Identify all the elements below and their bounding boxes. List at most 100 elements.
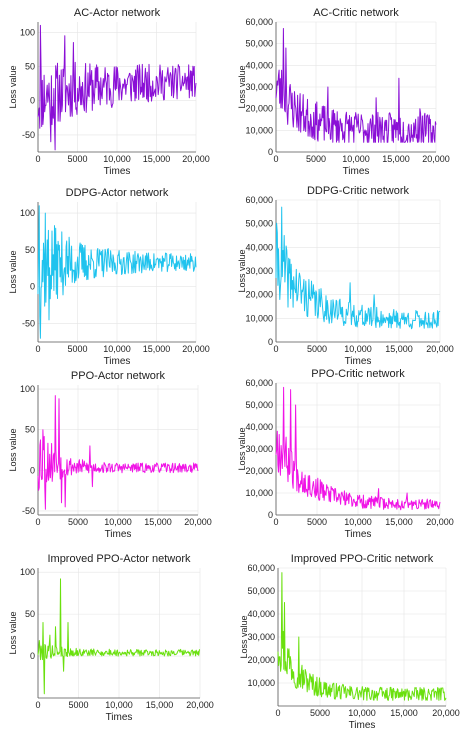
chart-1: 0 5000 10,000 15,000 20,000 -50 0 50 100 AC-Actor…: [8, 7, 210, 177]
chart-2-series-line: [275, 28, 437, 143]
chart-4-xtick-label: 0: [273, 344, 278, 354]
chart-1-title: AC-Actor network: [74, 7, 161, 19]
chart-1-ytick-label: 0: [30, 96, 35, 106]
chart-4: 0 5000 10,000 15,000 20,000 0 10,000 20,000 30,0…: [237, 185, 454, 367]
chart-6-ytick-label: 0: [268, 510, 273, 520]
chart-6-series-line: [275, 386, 441, 511]
chart-7-xtick-label: 20,000: [186, 700, 214, 710]
chart-1-ytick-label: 100: [20, 27, 35, 37]
chart-5-ytick-label: 0: [30, 465, 35, 475]
chart-7-xtick-label: 10,000: [105, 700, 133, 710]
chart-3-ytick-label: 50: [25, 245, 35, 255]
chart-8-series-line: [277, 572, 447, 701]
chart-3-ytick-label: 0: [30, 282, 35, 292]
chart-4-ytick-label: 30,000: [245, 266, 273, 276]
chart-2: 0 5000 10,000 15,000 20,000 0 10,000 20,000 30,0…: [237, 7, 450, 177]
chart-2-xtick-label: 5000: [306, 154, 326, 164]
chart-5-ytick-label: 50: [25, 425, 35, 435]
chart-5-xtick-label: 15,000: [144, 517, 172, 527]
chart-8-ytick-label: 10,000: [247, 678, 275, 688]
chart-3-xtick-label: 5000: [67, 344, 87, 354]
chart-4-ytick-label: 40,000: [245, 242, 273, 252]
chart-1-xtick-label: 15,000: [143, 154, 171, 164]
chart-5-xlabel: Times: [105, 529, 132, 540]
chart-7-ytick-label: 100: [20, 567, 35, 577]
chart-6-xtick-label: 0: [273, 517, 278, 527]
chart-5-ylabel: Loss value: [8, 428, 18, 471]
chart-3-xlabel: Times: [104, 356, 131, 367]
chart-3-ylabel: Loss value: [8, 250, 18, 293]
chart-4-xtick-label: 10,000: [344, 344, 372, 354]
chart-6-ytick-label: 20,000: [245, 466, 273, 476]
chart-4-ytick-label: 0: [268, 337, 273, 347]
chart-7-xtick-label: 5000: [68, 700, 88, 710]
chart-8-ytick-label: 50,000: [247, 586, 275, 596]
chart-2-xlabel: Times: [343, 166, 370, 177]
chart-5-xtick-label: 20,000: [184, 517, 212, 527]
chart-8-title: Improved PPO-Critic network: [291, 553, 434, 565]
chart-8-ylabel: Loss value: [239, 615, 249, 658]
chart-8-ytick-label: 40,000: [247, 609, 275, 619]
chart-2-ytick-label: 40,000: [245, 60, 273, 70]
chart-4-ytick-label: 10,000: [245, 313, 273, 323]
chart-7-xtick-label: 0: [35, 700, 40, 710]
chart-1-ytick-label: -50: [22, 130, 35, 140]
chart-2-xtick-label: 20,000: [422, 154, 450, 164]
chart-4-ylabel: Loss value: [237, 249, 247, 292]
chart-8-xtick-label: 10,000: [348, 708, 376, 718]
chart-4-series-line: [275, 206, 441, 330]
chart-6: 0 5000 10,000 15,000 20,000 0 10,000 20,000 30,0…: [237, 368, 454, 540]
chart-8-xtick-label: 15,000: [390, 708, 418, 718]
chart-8-ytick-label: 30,000: [247, 632, 275, 642]
chart-3-ytick-label: -50: [22, 319, 35, 329]
chart-3-xtick-label: 10,000: [103, 344, 131, 354]
chart-7-xlabel: Times: [106, 712, 133, 723]
chart-4-ytick-label: 60,000: [245, 195, 273, 205]
chart-2-ytick-label: 20,000: [245, 104, 273, 114]
chart-5-xtick-label: 5000: [68, 517, 88, 527]
chart-2-ytick-label: 0: [268, 147, 273, 157]
chart-4-xlabel: Times: [345, 356, 372, 367]
chart-2-xtick-label: 10,000: [342, 154, 370, 164]
chart-1-xtick-label: 0: [35, 154, 40, 164]
chart-7-xtick-label: 15,000: [146, 700, 174, 710]
chart-5-xtick-label: 0: [35, 517, 40, 527]
chart-3-xtick-label: 0: [35, 344, 40, 354]
chart-6-xlabel: Times: [345, 529, 372, 540]
chart-7-title: Improved PPO-Actor network: [47, 553, 191, 565]
chart-8: 0 5000 10,000 15,000 20,000 10,000 20,000 30,00…: [239, 553, 460, 731]
chart-5-series-line: [37, 395, 199, 510]
chart-7-ylabel: Loss value: [8, 611, 18, 654]
chart-6-xtick-label: 5000: [307, 517, 327, 527]
chart-6-ytick-label: 50,000: [245, 400, 273, 410]
chart-3-xtick-label: 20,000: [182, 344, 210, 354]
chart-6-ytick-label: 30,000: [245, 444, 273, 454]
chart-4-ytick-label: 50,000: [245, 219, 273, 229]
chart-2-ylabel: Loss value: [237, 65, 247, 108]
chart-5-xtick-label: 10,000: [104, 517, 132, 527]
chart-5-title: PPO-Actor network: [71, 370, 166, 382]
chart-1-series-line: [37, 24, 197, 151]
chart-3-title: DDPG-Actor network: [66, 187, 169, 199]
chart-7-ytick-label: 50: [25, 609, 35, 619]
chart-3-xtick-label: 15,000: [143, 344, 171, 354]
chart-6-ytick-label: 40,000: [245, 422, 273, 432]
chart-6-xtick-label: 20,000: [426, 517, 454, 527]
chart-7-series-line: [37, 578, 201, 695]
chart-2-xtick-label: 15,000: [382, 154, 410, 164]
chart-3-series-line: [37, 205, 197, 339]
chart-2-title: AC-Critic network: [313, 7, 399, 19]
chart-8-xlabel: Times: [349, 720, 376, 731]
chart-4-xtick-label: 15,000: [385, 344, 413, 354]
chart-8-xtick-label: 0: [275, 708, 280, 718]
chart-5-ytick-label: 100: [20, 384, 35, 394]
chart-1-xtick-label: 5000: [67, 154, 87, 164]
chart-6-xtick-label: 10,000: [344, 517, 372, 527]
chart-6-xtick-label: 15,000: [385, 517, 413, 527]
chart-6-ytick-label: 60,000: [245, 378, 273, 388]
chart-6-ytick-label: 10,000: [245, 488, 273, 498]
chart-7: 0 5000 10,000 15,000 20,000 0 50 100 Improved PP…: [8, 553, 214, 723]
chart-3: 0 5000 10,000 15,000 20,000 -50 0 50 100 DDPG-Act…: [8, 187, 210, 367]
chart-1-xtick-label: 10,000: [103, 154, 131, 164]
